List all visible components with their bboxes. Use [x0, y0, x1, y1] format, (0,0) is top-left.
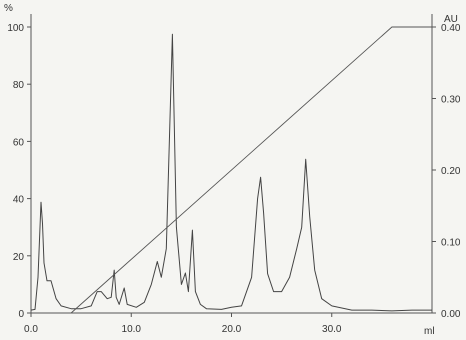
right-tick-label: 0.00 — [441, 309, 461, 320]
right-axis-unit: AU — [444, 14, 458, 25]
left-tick-label: 20 — [13, 252, 25, 263]
right-tick-label: 0.40 — [441, 23, 461, 34]
x-tick-label: 20.0 — [222, 324, 242, 335]
left-tick-label: 80 — [13, 80, 25, 91]
x-tick-label: 0.0 — [24, 324, 38, 335]
right-tick-label: 0.20 — [441, 166, 461, 177]
x-axis-unit: ml — [424, 326, 435, 337]
left-tick-label: 100 — [7, 23, 24, 34]
x-tick-label: 30.0 — [322, 324, 342, 335]
absorbance-trace — [30, 33, 432, 312]
left-tick-label: 0 — [18, 309, 24, 320]
left-tick-label: 40 — [13, 195, 25, 206]
x-tick-label: 10.0 — [122, 324, 142, 335]
left-tick-label: 60 — [13, 137, 25, 148]
gradient-line — [31, 26, 432, 314]
right-tick-label: 0.30 — [441, 95, 461, 106]
left-axis-unit: % — [4, 3, 13, 14]
right-tick-label: 0.10 — [441, 238, 461, 249]
